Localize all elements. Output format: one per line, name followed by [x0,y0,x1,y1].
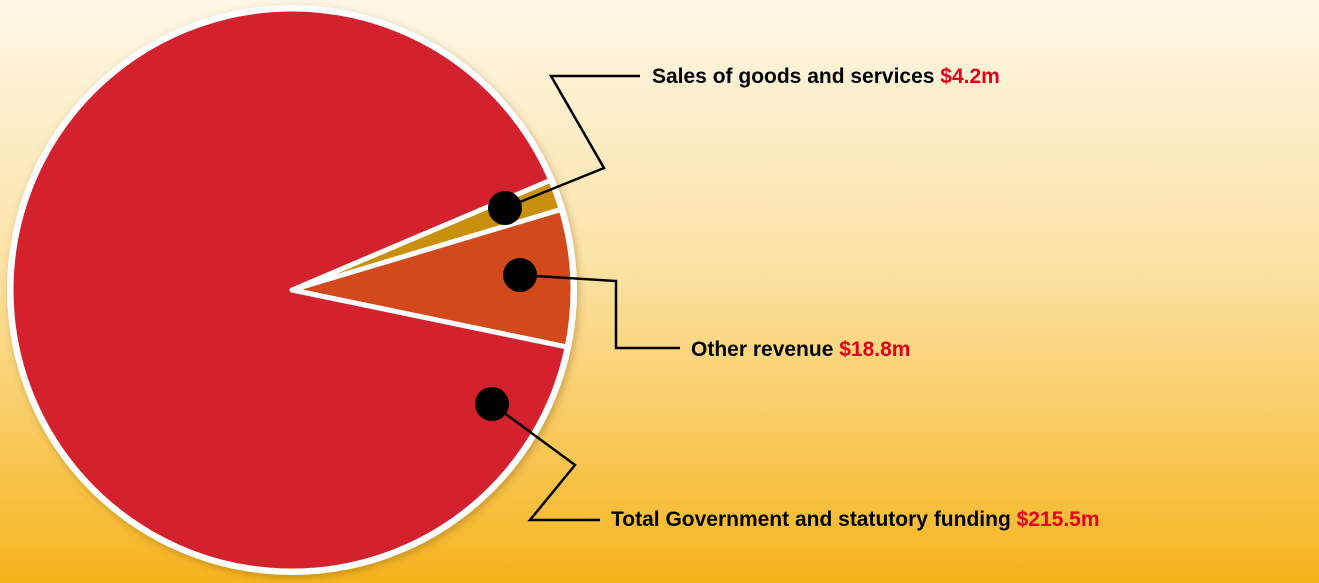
leader-dot [503,258,537,292]
legend-name: Sales of goods and services [652,65,934,88]
pie [7,5,577,575]
legend-name: Other revenue [691,338,833,361]
chart: Sales of goods and services $4.2m Other r… [0,0,1319,583]
leader-dot [488,191,522,225]
legend-label: Other revenue $18.8m [691,338,910,361]
legend-value: $18.8m [839,338,910,361]
leader-dot [475,387,509,421]
legend-label: Total Government and statutory funding $… [611,508,1100,531]
legend-name: Total Government and statutory funding [611,508,1011,531]
legend-value: $215.5m [1017,508,1100,531]
legend-label: Sales of goods and services $4.2m [652,65,1000,88]
legend-value: $4.2m [940,65,1000,88]
